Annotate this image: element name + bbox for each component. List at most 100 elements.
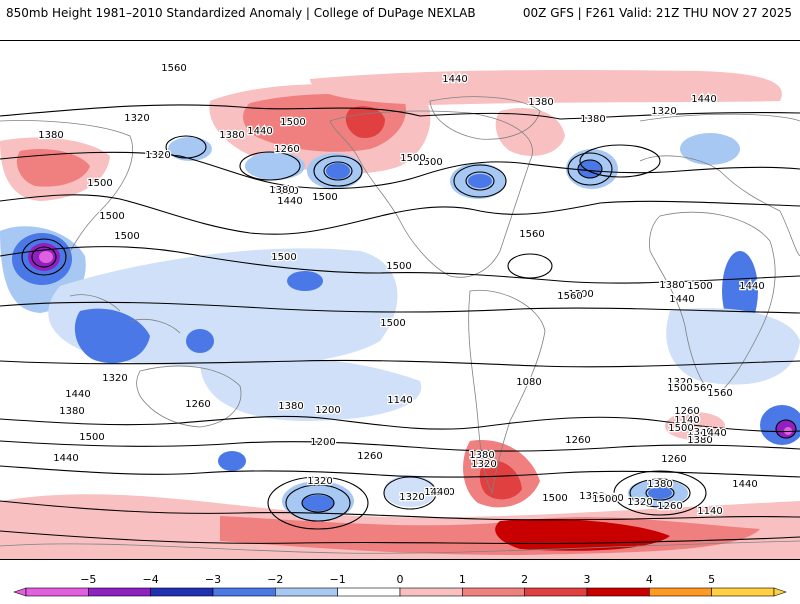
contour-label: 1380	[469, 450, 494, 461]
contour-label: 1260	[657, 501, 682, 512]
contour-label: 1200	[310, 437, 335, 448]
map-title: 850mb Height 1981–2010 Standardized Anom…	[6, 6, 476, 20]
colorbar-segment	[462, 587, 525, 597]
contour-low	[465, 171, 495, 191]
anomaly-neg-greatlakes-core	[468, 174, 492, 188]
anomaly-pos-siberia-core	[16, 148, 90, 187]
contour-label: 1320	[307, 476, 332, 487]
contour-label: 1260	[565, 435, 590, 446]
contour-label: 1260	[273, 186, 298, 197]
contour-label: 1440	[691, 94, 716, 105]
contour-label: 1500	[380, 318, 405, 329]
contour-label: 1440	[701, 428, 726, 439]
contour-label: 1260	[674, 406, 699, 417]
colorbar: −5 −4 −3 −2 −1 0 1 2 3 4 5	[0, 570, 800, 600]
coast-australia	[136, 365, 242, 428]
contour-label: 1320	[145, 150, 170, 161]
anomaly-neg-europe	[680, 133, 740, 165]
anomaly-neg-atlantic-s	[384, 475, 436, 507]
contour-label: 1560	[707, 388, 732, 399]
height-contours	[0, 104, 800, 545]
contour-label: 1500	[280, 117, 305, 128]
contour-label: 1260	[185, 399, 210, 410]
contour-low	[165, 135, 207, 159]
contour-label: 1320	[471, 459, 496, 470]
header-bar: 850mb Height 1981–2010 Standardized Anom…	[0, 0, 800, 24]
colorbar-segment	[711, 587, 775, 597]
contour-low	[613, 470, 707, 516]
colorbar-tick-label: −5	[80, 573, 96, 586]
contour-label: 1320	[651, 106, 676, 117]
contour-label: 1500	[668, 423, 693, 434]
contour-label: 1500	[667, 383, 692, 394]
contour-label: 1440	[739, 281, 764, 292]
colorbar-tick-label: 5	[708, 573, 715, 586]
colorbar-tick-label: −3	[205, 573, 221, 586]
contour-label: 1140	[387, 395, 412, 406]
contour-label: 1320	[399, 492, 424, 503]
contour-label: 1320	[102, 373, 127, 384]
contour-label: 1320	[598, 493, 623, 504]
coast-antarctica	[0, 540, 800, 554]
coast-eurasia	[0, 113, 800, 272]
colorbar-tick-label: 0	[397, 573, 404, 586]
colorbar-tick-label: 2	[521, 573, 528, 586]
contour-line	[0, 151, 800, 190]
coast-north-america	[329, 110, 533, 278]
colorbar-segment	[337, 587, 401, 597]
contour-label: 1260	[661, 454, 686, 465]
map-panel: 1380 1440 1320 1500 1380 1260 1320 1440 1380 1500…	[0, 40, 800, 560]
colorbar-segment	[275, 587, 338, 597]
run-info: 00Z GFS | F261 Valid: 21Z THU NOV 27 202…	[522, 6, 792, 20]
contour-label: 1500	[687, 281, 712, 292]
contour-low	[239, 151, 301, 181]
colorbar-svg: −5 −4 −3 −2 −1 0 1 2 3 4 5	[13, 573, 787, 597]
coast-south-america	[468, 289, 546, 495]
contour-label: 1320	[124, 113, 149, 124]
contour-label: 1440	[247, 126, 272, 137]
contour-low	[579, 144, 661, 178]
contour-low	[577, 159, 603, 179]
contour-line	[0, 415, 800, 433]
anomaly-neg-npac-west	[245, 152, 305, 180]
contour-line	[0, 245, 800, 284]
anomaly-neg-spacific-core	[302, 495, 334, 511]
contour-label: 1380	[38, 130, 63, 141]
anomaly-neg-tasman	[218, 451, 246, 471]
colorbar-tick-label: 1	[459, 573, 466, 586]
anomaly-neg-dateline	[168, 137, 212, 161]
colorbar-tick-label: −4	[143, 573, 159, 586]
contour-label: 1380	[161, 63, 186, 74]
contour-low	[313, 155, 363, 187]
contour-label: 1200	[315, 405, 340, 416]
contour-line	[0, 530, 800, 545]
contour-label: 1140	[674, 415, 699, 426]
colorbar-segment	[150, 587, 214, 597]
contour-label: 1380	[659, 280, 684, 291]
colorbar-tick-label: −1	[330, 573, 346, 586]
colorbar-tick-label: −2	[267, 573, 283, 586]
contour-label: 1500	[592, 494, 617, 505]
contour-line	[0, 440, 800, 452]
contour-label: 1500	[79, 432, 104, 443]
contour-line	[0, 104, 800, 120]
contour-line	[0, 359, 800, 368]
contour-label: 1500	[542, 493, 567, 504]
anomaly-pos-alaska	[345, 106, 385, 139]
contour-label: 1500	[114, 231, 139, 242]
contour-line	[0, 465, 800, 478]
contour-label: 1440	[732, 479, 757, 490]
contour-line	[0, 500, 800, 521]
contour-label: 1560	[557, 291, 582, 302]
colorbar-segment	[212, 587, 276, 597]
anomaly-neg-pacific-low-core	[326, 163, 350, 179]
colorbar-segment	[649, 587, 712, 597]
contour-label: 1380	[219, 130, 244, 141]
contour-low	[507, 253, 553, 279]
contour-label: 1380	[580, 114, 605, 125]
anomaly-neg-indian	[666, 308, 800, 385]
contour-label: 1380	[647, 479, 672, 490]
contour-label: 1380	[429, 487, 454, 498]
coastlines	[0, 96, 800, 554]
